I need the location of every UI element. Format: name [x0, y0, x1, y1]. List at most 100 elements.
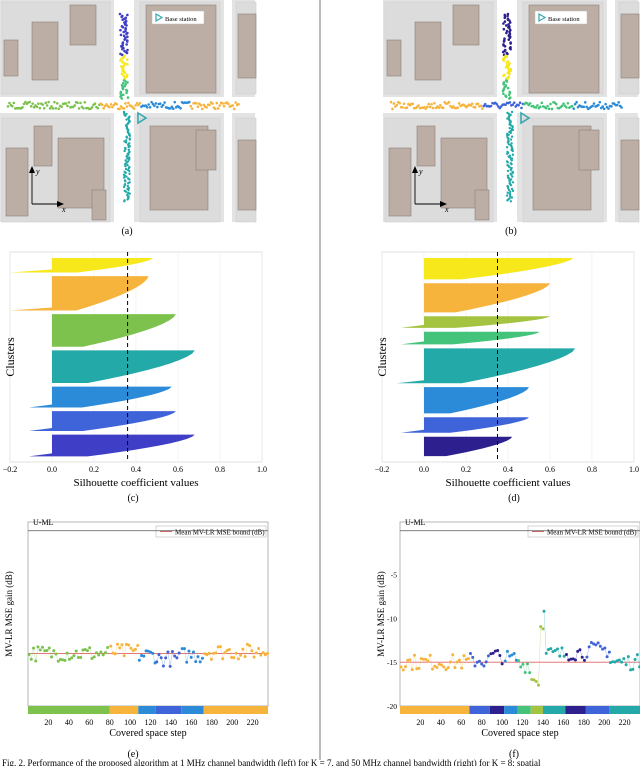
trajectory-point	[503, 45, 507, 48]
trajectory-point	[585, 105, 589, 109]
trajectory-point	[60, 105, 63, 109]
y-axis-label: Clusters	[375, 337, 389, 377]
silhouette-plot-c: −0.2 0.0 0.2 0.4 0.6 0.8 1.0 Silhouette coeffic…	[3, 251, 267, 489]
trajectory-point	[502, 22, 505, 25]
trajectory-point	[546, 104, 549, 108]
trajectory-point	[389, 100, 393, 104]
trajectory-point	[506, 12, 510, 16]
y-axis-label: Clusters	[3, 337, 17, 377]
trajectory-point	[121, 87, 125, 91]
trajectory-point	[126, 198, 129, 201]
trajectory-point	[154, 102, 158, 105]
trajectory-point	[125, 51, 129, 55]
trajectory-point	[37, 102, 40, 105]
trajectory-point	[190, 107, 194, 110]
base-station-marker	[520, 111, 531, 125]
trajectory-point	[120, 97, 124, 100]
trajectory-point	[232, 107, 236, 111]
trajectory-point	[534, 106, 538, 109]
segment-strip	[517, 706, 531, 714]
road-vertical-right	[224, 0, 232, 222]
trajectory-point	[128, 138, 132, 141]
x-tick-label: 180	[578, 718, 590, 727]
trajectory-point	[189, 104, 192, 108]
trajectory-point	[441, 106, 445, 110]
x-tick-label: 220	[247, 718, 259, 727]
trajectory-point	[508, 126, 511, 130]
building	[195, 129, 217, 171]
trajectory-point	[179, 106, 182, 110]
trajectory-point	[504, 103, 507, 107]
trajectory-point	[510, 145, 513, 148]
trajectory-point	[126, 63, 129, 66]
trajectory-point	[505, 61, 509, 64]
trajectory-point	[227, 102, 230, 106]
trajectory-point	[555, 102, 558, 106]
trajectory-point	[125, 40, 129, 43]
trajectory-point	[127, 145, 130, 149]
segment-strip	[400, 706, 470, 714]
trajectory-point	[506, 161, 509, 164]
x-tick-label: 20	[416, 718, 424, 727]
trajectory-point	[565, 106, 568, 109]
trajectory-point	[509, 42, 512, 45]
trajectory-point	[128, 134, 132, 137]
x-tick-label: 100	[124, 718, 136, 727]
trajectory-point	[195, 102, 198, 105]
trajectory-point	[591, 104, 594, 108]
trajectory-point	[505, 55, 509, 59]
trajectory-point	[208, 103, 211, 107]
subfig-label-b: (b)	[505, 226, 517, 237]
trajectory-point	[122, 176, 126, 179]
trajectory-point	[495, 103, 499, 106]
trajectory-point	[125, 24, 128, 27]
trajectory-point	[126, 184, 129, 188]
scatter-point	[607, 650, 611, 654]
x-axis-label: Silhouette coefficient values	[445, 477, 570, 489]
trajectory-point	[67, 101, 71, 104]
trajectory-point	[528, 102, 532, 105]
segment-strip	[565, 706, 586, 714]
trajectory-point	[424, 107, 428, 111]
trajectory-point	[121, 26, 125, 29]
trajectory-point	[505, 31, 508, 35]
x-tick-label: 1.0	[257, 465, 267, 474]
trajectory-point	[510, 187, 514, 191]
trajectory-point	[231, 104, 235, 107]
trajectory-point	[507, 188, 511, 192]
trajectory-point	[202, 103, 206, 107]
trajectory-point	[511, 175, 514, 178]
trajectory-point	[44, 101, 47, 105]
trajectory-point	[6, 105, 10, 108]
trajectory-point	[572, 107, 575, 110]
silhouette-cluster	[424, 436, 513, 457]
trajectory-point	[549, 102, 552, 106]
y-arrow-head	[412, 166, 418, 173]
x-tick-label: 160	[185, 718, 197, 727]
trajectory-point	[509, 183, 513, 187]
trajectory-point	[100, 103, 104, 107]
trajectory-point	[503, 37, 506, 40]
map-a: Base station y x	[0, 0, 257, 223]
building	[3, 39, 19, 77]
trajectory-point	[597, 103, 600, 107]
scatter-point	[106, 645, 110, 649]
trajectory-point	[57, 107, 61, 111]
y-axis-label: MV-LR MSE gain (dB)	[376, 571, 386, 656]
scatter-point	[136, 643, 140, 647]
scatter-link	[543, 611, 547, 654]
trajectory-point	[121, 47, 124, 51]
trajectory-point	[138, 101, 142, 105]
trajectory-point	[395, 103, 399, 107]
scatter-link	[637, 654, 640, 667]
trajectory-point	[437, 106, 441, 110]
trajectory-point	[76, 101, 79, 105]
trajectory-point	[124, 147, 127, 151]
trajectory-point	[560, 104, 564, 108]
trajectory-point	[598, 100, 602, 104]
trajectory-point	[439, 103, 442, 107]
trajectory-point	[123, 149, 126, 153]
silhouette-cluster	[424, 283, 550, 313]
trajectory-point	[124, 190, 128, 193]
